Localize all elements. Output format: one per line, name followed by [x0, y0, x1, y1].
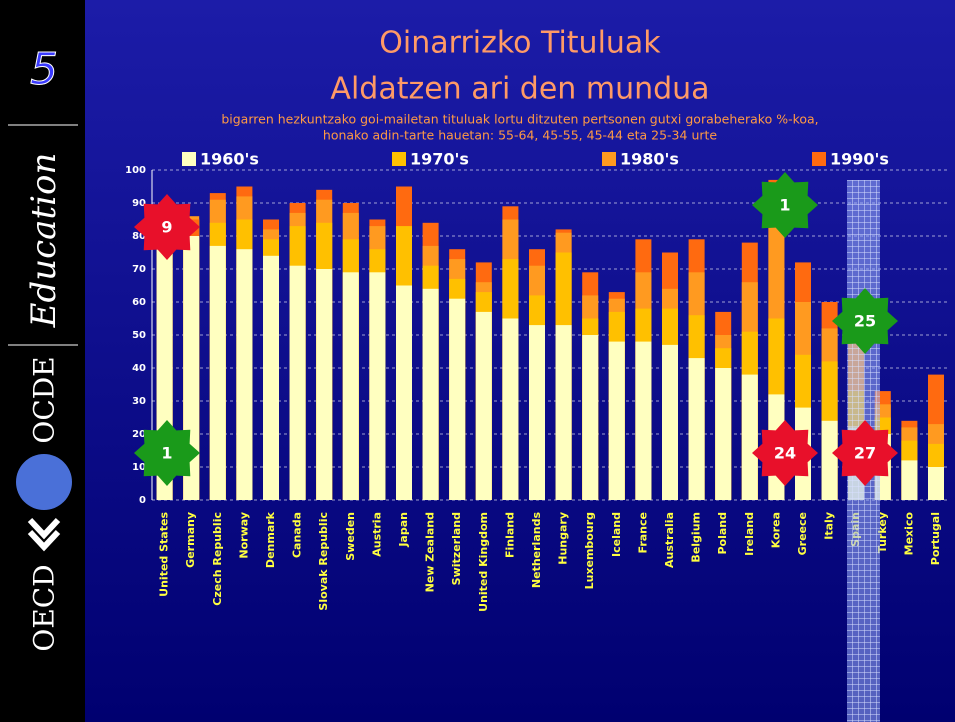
bar [449, 298, 466, 500]
bar [316, 269, 333, 500]
y-tick-label: 10 [132, 462, 146, 473]
legend-label: 1990's [830, 150, 889, 169]
x-tick-label: Mexico [902, 512, 915, 556]
badge [832, 420, 898, 486]
bar [396, 285, 412, 500]
x-tick-label: Belgium [690, 512, 703, 563]
badge-label: 9 [161, 218, 172, 237]
legend-label: 1960's [200, 150, 259, 169]
chart-subtitle: honako adin-tarte hauetan: 55-64, 45-55,… [323, 128, 718, 143]
bar [475, 311, 492, 500]
bar [928, 467, 944, 500]
x-tick-label: Austria [370, 512, 383, 557]
x-tick-label: Czech Republic [211, 512, 224, 606]
chart-subtitle: bigarren hezkuntzako goi-mailetan titulu… [221, 112, 818, 127]
bar [715, 368, 732, 500]
sidebar-oecd: OECD [28, 564, 61, 651]
y-tick-label: 30 [132, 396, 146, 407]
legend-swatch [182, 152, 196, 166]
y-tick-label: 0 [139, 495, 146, 506]
x-tick-label: United Kingdom [477, 512, 490, 612]
badge-label: 24 [774, 444, 796, 463]
y-tick-label: 40 [132, 363, 146, 374]
bar [741, 374, 758, 500]
badge-label: 27 [854, 444, 876, 463]
badge-label: 1 [161, 444, 172, 463]
bar [688, 358, 705, 500]
badge [832, 288, 898, 354]
x-tick-label: Sweden [344, 512, 357, 561]
x-tick-label: Luxembourg [583, 512, 596, 589]
bar [901, 460, 918, 500]
y-tick-label: 70 [132, 264, 146, 275]
bar [502, 318, 519, 500]
bar [263, 255, 279, 500]
x-tick-label: United States [158, 512, 171, 597]
x-tick-label: Portugal [929, 512, 942, 565]
legend-label: 1980's [620, 150, 679, 169]
bar [369, 272, 386, 500]
x-tick-label: Denmark [264, 511, 277, 568]
x-tick-label: Poland [716, 512, 729, 555]
y-tick-label: 20 [132, 429, 146, 440]
bar [236, 249, 253, 500]
x-tick-label: Italy [823, 512, 836, 540]
bar [608, 341, 625, 500]
x-tick-label: Japan [397, 512, 410, 548]
bar [342, 272, 359, 500]
x-tick-label: Switzerland [450, 512, 463, 585]
x-tick-label: Norway [237, 512, 250, 559]
chart-title: Aldatzen ari den mundua [330, 72, 709, 107]
slide-number: 5 [30, 44, 58, 95]
bar [289, 265, 306, 500]
x-tick-label: Finland [503, 512, 516, 558]
legend-label: 1970's [410, 150, 469, 169]
badge [752, 420, 818, 486]
bar [529, 325, 545, 500]
legend-swatch [812, 152, 826, 166]
bar [662, 344, 678, 500]
legend-swatch [602, 152, 616, 166]
y-tick-label: 50 [132, 330, 146, 341]
x-tick-label: Hungary [557, 512, 570, 565]
x-tick-label: Ireland [743, 512, 756, 556]
bar [582, 335, 599, 500]
sidebar-ocde: OCDE [28, 356, 61, 443]
x-tick-label: Germany [184, 512, 197, 568]
legend-swatch [392, 152, 406, 166]
x-tick-label: Greece [796, 512, 809, 555]
x-tick-label: Iceland [610, 512, 623, 557]
badge-label: 1 [779, 196, 790, 215]
y-tick-label: 90 [132, 198, 146, 209]
badge-label: 25 [854, 312, 876, 331]
oecd-chevrons [27, 517, 61, 552]
badge [134, 420, 200, 486]
bar [422, 288, 439, 500]
badge [134, 194, 200, 260]
x-tick-label: New Zealand [424, 512, 437, 592]
x-tick-label: France [636, 512, 649, 553]
bar [209, 245, 226, 500]
bar [635, 341, 652, 500]
y-tick-label: 60 [132, 297, 146, 308]
sidebar [0, 0, 85, 722]
y-tick-label: 80 [132, 231, 146, 242]
x-tick-label: Netherlands [530, 512, 543, 589]
x-tick-label: Korea [769, 512, 782, 548]
x-tick-label: Canada [291, 512, 304, 558]
chart-title: Oinarrizko Tituluak [379, 26, 661, 61]
badge [752, 172, 818, 238]
bar [821, 420, 838, 500]
oecd-logo [16, 454, 72, 510]
x-tick-label: Slovak Republic [317, 512, 330, 611]
y-tick-label: 100 [125, 165, 146, 176]
x-tick-label: Australia [663, 512, 676, 568]
sidebar-word: Education [24, 153, 64, 329]
bar [555, 325, 572, 500]
